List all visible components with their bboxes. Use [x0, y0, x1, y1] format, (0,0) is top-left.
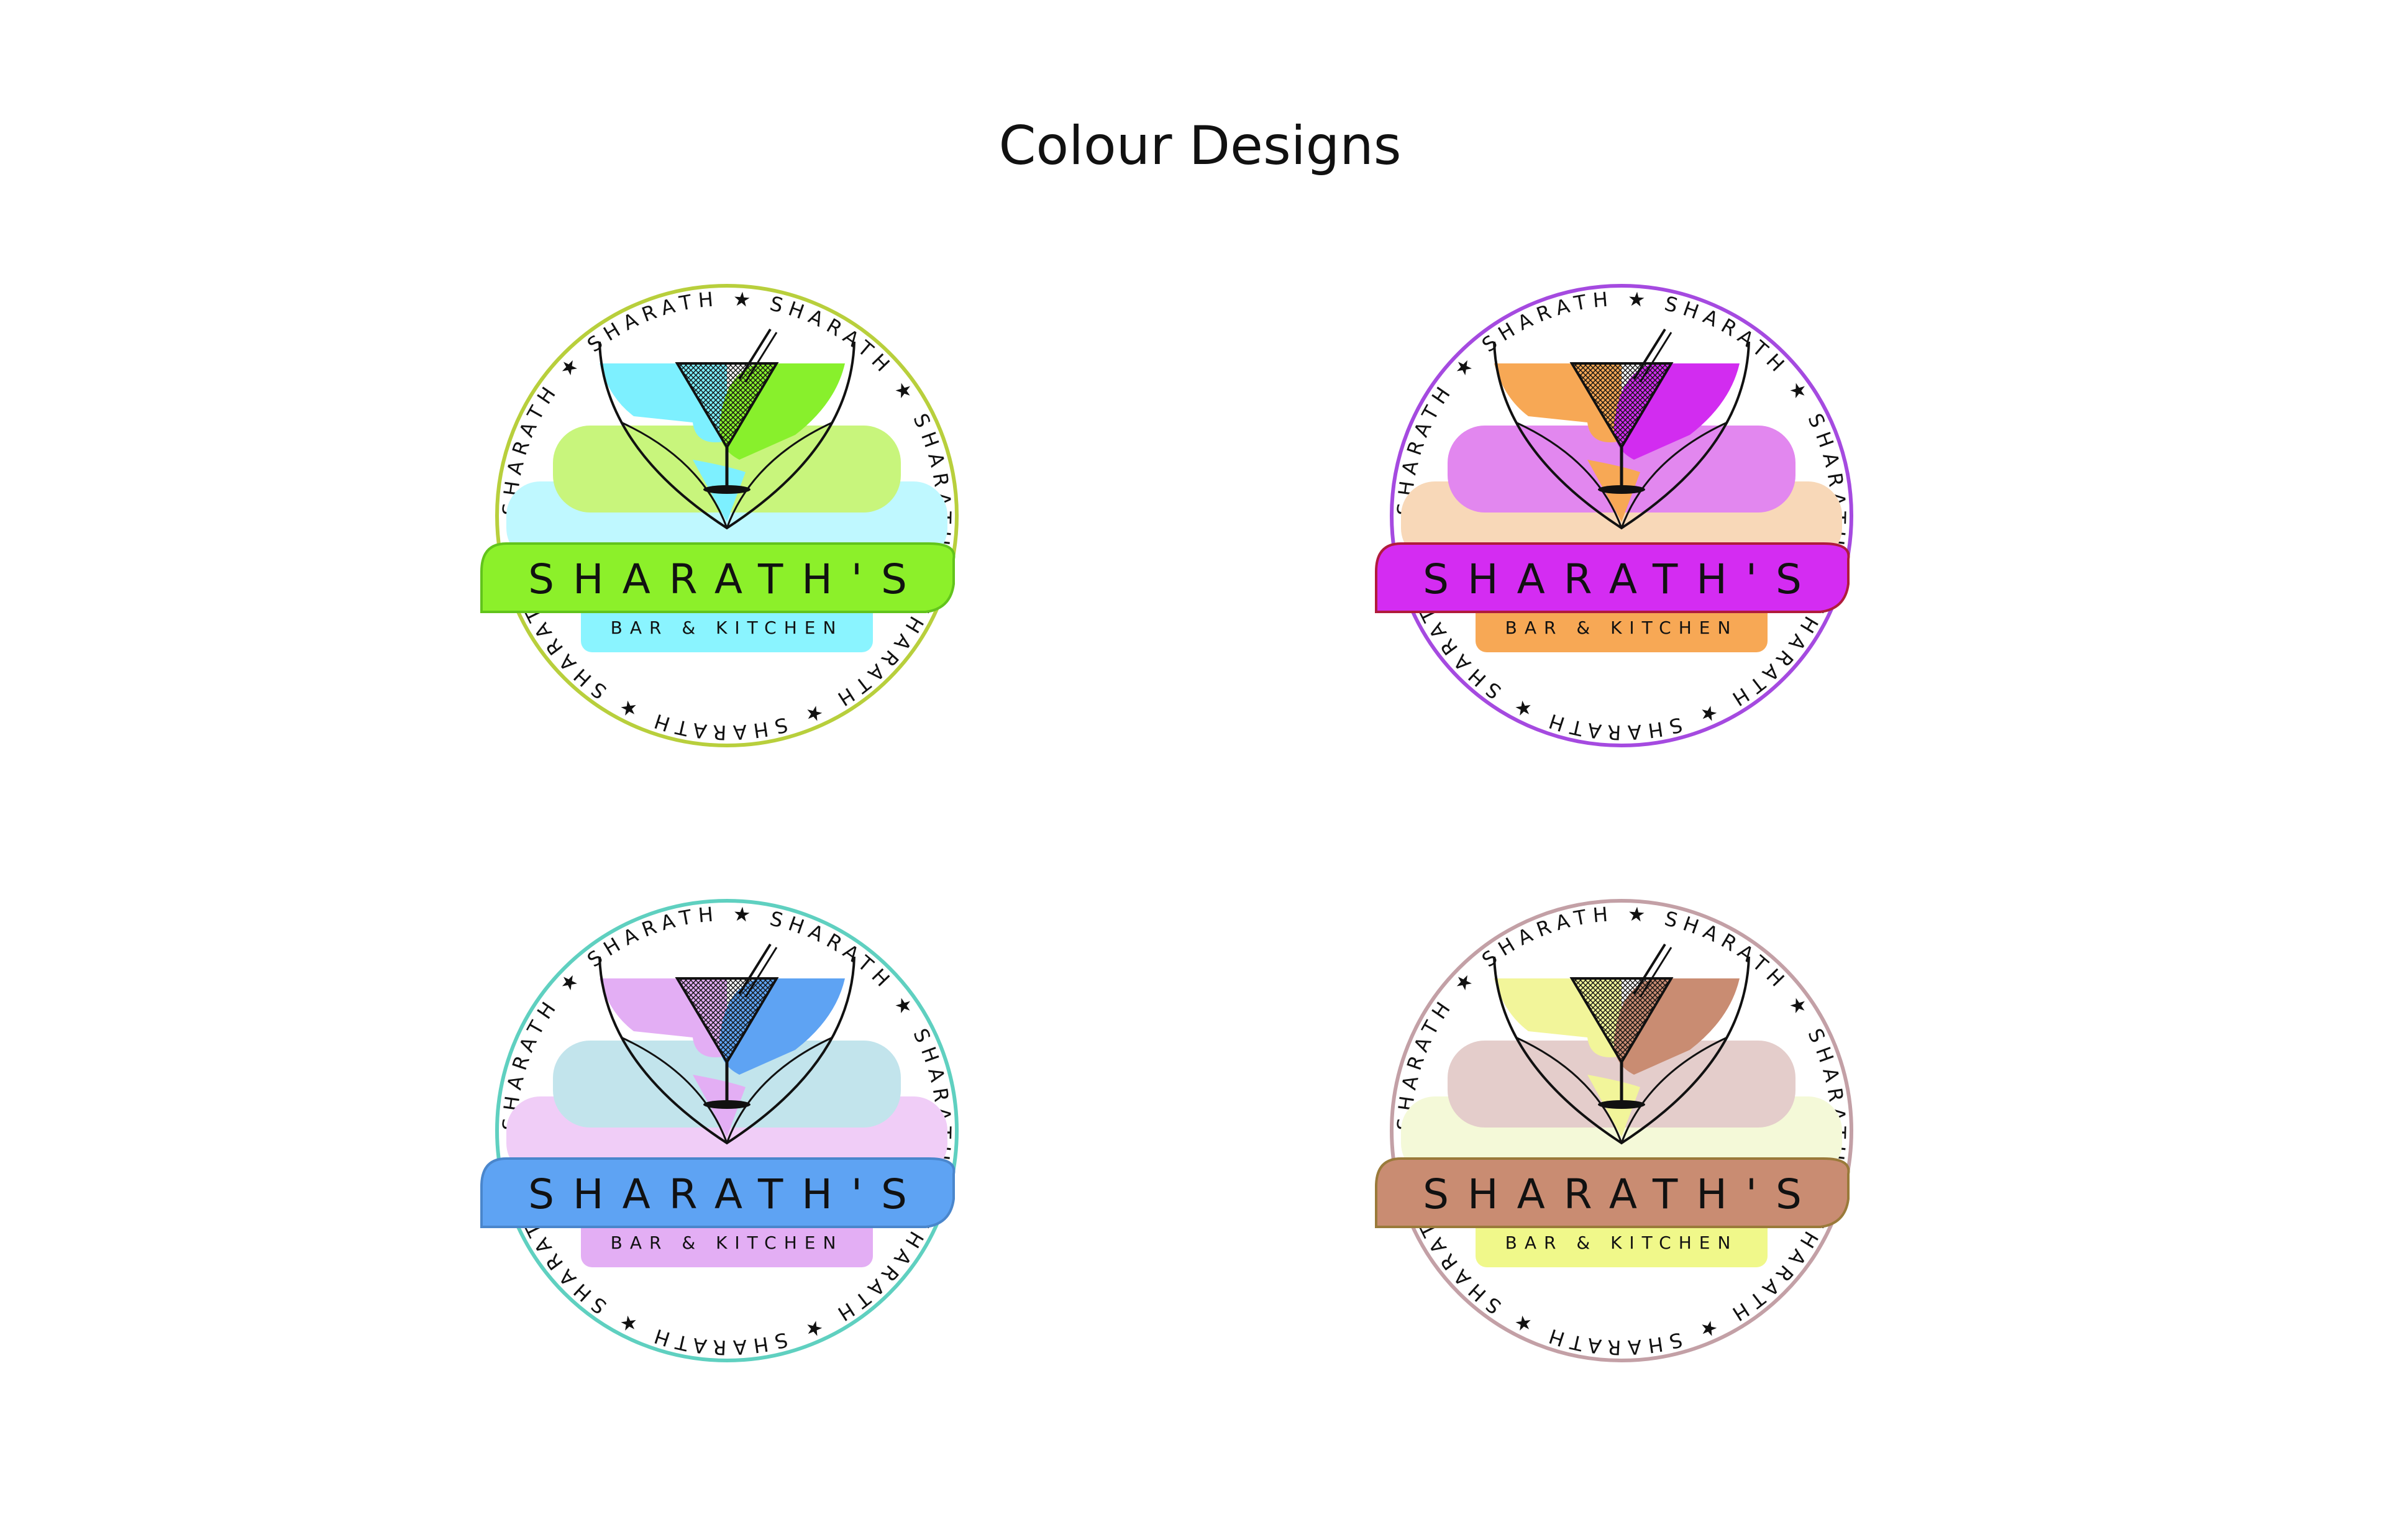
martini-glass-icon — [1569, 328, 1674, 494]
outer-ring — [495, 899, 959, 1362]
brand-name: SHARATH'S — [1423, 555, 1820, 603]
martini-glass-icon — [675, 943, 779, 1109]
subtitle: BAR & KITCHEN — [611, 617, 844, 638]
name-banner — [480, 1157, 956, 1228]
page-title: Colour Designs — [998, 115, 1402, 177]
name-banner — [1375, 542, 1850, 613]
martini-glass-icon — [1569, 943, 1674, 1109]
logo-emblem: SHARATH ★ SHARATH ★ SHARATH ★ SHARATH ★ … — [480, 899, 959, 1362]
subtitle: BAR & KITCHEN — [611, 1232, 844, 1253]
brand-name: SHARATH'S — [1423, 1170, 1820, 1218]
logo-emblem: SHARATH ★ SHARATH ★ SHARATH ★ SHARATH ★ … — [480, 284, 959, 747]
name-banner — [480, 542, 956, 613]
outer-ring — [1390, 284, 1853, 747]
logo-emblem: SHARATH ★ SHARATH ★ SHARATH ★ SHARATH ★ … — [1375, 899, 1853, 1362]
martini-glass-icon — [675, 328, 779, 494]
subtitle: BAR & KITCHEN — [1505, 617, 1738, 638]
name-banner — [1375, 1157, 1850, 1228]
brand-name: SHARATH'S — [528, 555, 926, 603]
logo-emblem: SHARATH ★ SHARATH ★ SHARATH ★ SHARATH ★ … — [1375, 284, 1853, 747]
logo-blue: SHARATH ★ SHARATH ★ SHARATH ★ SHARATH ★ … — [447, 876, 1006, 1385]
logo-brown: SHARATH ★ SHARATH ★ SHARATH ★ SHARATH ★ … — [1342, 876, 1901, 1385]
outer-ring — [495, 284, 959, 747]
logo-green: SHARATH ★ SHARATH ★ SHARATH ★ SHARATH ★ … — [447, 261, 1006, 770]
outer-ring — [1390, 899, 1853, 1362]
subtitle: BAR & KITCHEN — [1505, 1232, 1738, 1253]
brand-name: SHARATH'S — [528, 1170, 926, 1218]
logo-purple: SHARATH ★ SHARATH ★ SHARATH ★ SHARATH ★ … — [1342, 261, 1901, 770]
